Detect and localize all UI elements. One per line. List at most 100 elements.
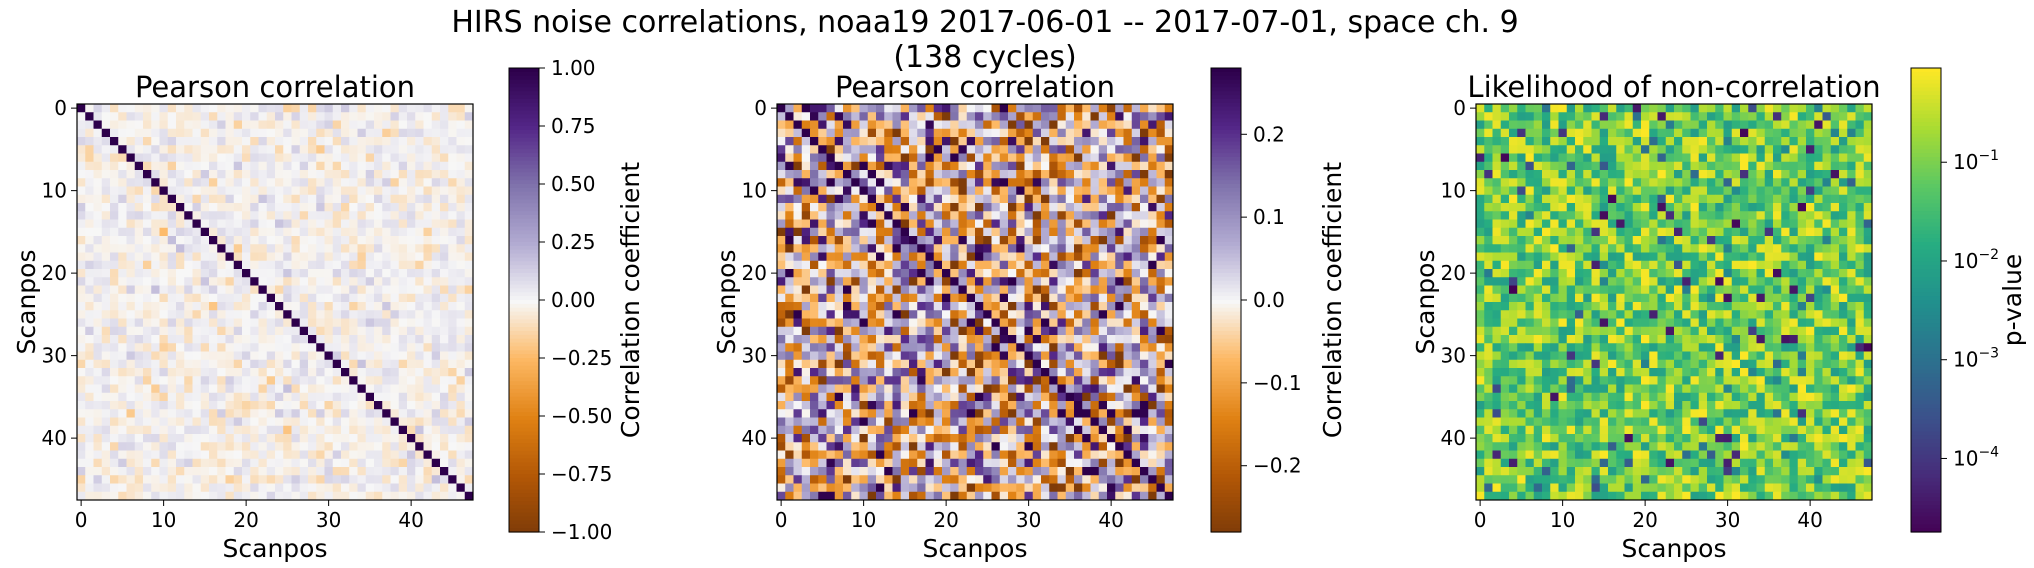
heatmap-cell [324,458,334,468]
heatmap-cell [101,227,111,237]
colorbar-segment [1211,470,1241,475]
heatmap-cell [398,285,408,295]
heatmap-cell [966,450,976,460]
heatmap-cell [184,310,193,319]
heatmap-cell [834,128,844,138]
heatmap-cell [299,343,309,352]
heatmap-cell [1016,236,1025,245]
heatmap-cell [390,260,400,270]
heatmap-cell [200,467,210,476]
colorbar-segment [1211,388,1241,394]
heatmap-cell [85,252,94,262]
heatmap-cell [1008,392,1017,402]
heatmap-cell [1016,269,1025,278]
heatmap-cell [192,145,202,154]
heatmap-cell [250,302,259,311]
heatmap-cell [999,425,1009,435]
heatmap-cell [200,401,210,410]
heatmap-cell [975,145,984,154]
heatmap-cell [1156,285,1166,295]
heatmap-cell [110,392,119,402]
heatmap-cell [950,376,959,385]
heatmap-cell [999,252,1009,262]
heatmap-cell [1107,302,1116,311]
heatmap-cell [242,186,251,196]
heatmap-cell [134,475,144,484]
heatmap-cell [176,475,185,484]
heatmap-cell [143,145,152,154]
heatmap-cell [324,260,334,270]
heatmap-cell [777,343,786,352]
heatmap-cell [909,491,918,501]
heatmap-cell [258,417,268,427]
heatmap-cell [942,145,951,154]
heatmap-cell [448,467,457,476]
heatmap-cell [1090,104,1100,113]
heatmap-cell [917,450,926,460]
heatmap-cell [1090,335,1100,344]
heatmap-cell [785,458,794,468]
heatmap-cell [431,392,441,402]
heatmap-cell [250,376,259,385]
heatmap-cell [134,450,144,460]
heatmap-cell [299,293,309,303]
heatmap-cell [316,483,325,493]
heatmap-cell [431,161,441,171]
heatmap-cell [448,335,457,344]
colorbar-segment [1211,392,1241,398]
heatmap-cell [407,491,416,501]
heatmap-cell [1057,203,1067,212]
heatmap-cell [1008,120,1017,130]
heatmap-cell [159,186,169,196]
heatmap-cell [867,318,877,328]
heatmap-cell [859,467,869,476]
heatmap-cell [1041,318,1050,328]
heatmap-cell [341,442,350,451]
heatmap-cell [892,186,902,196]
heatmap-cell [341,491,350,501]
heatmap-cell [958,343,968,352]
heatmap-cell [1123,326,1133,336]
heatmap-cell [167,178,177,187]
heatmap-cell [382,186,391,196]
heatmap-cell [423,483,433,493]
heatmap-cell [275,227,284,237]
heatmap-cell [1032,392,1042,402]
heatmap-cell [464,310,474,319]
heatmap-cell [1049,161,1058,171]
heatmap-cell [233,351,243,361]
heatmap-cell [134,392,144,402]
heatmap-cell [1140,236,1149,245]
heatmap-cell [810,104,819,113]
heatmap-cell [1008,153,1017,163]
heatmap-cell [431,409,441,418]
heatmap-cell [801,269,811,278]
colorbar-segment [509,195,539,201]
heatmap-cell [884,186,893,196]
heatmap-cell [975,376,984,385]
heatmap-cell [785,112,794,121]
heatmap-cell [374,203,383,212]
heatmap-cell [266,458,276,468]
heatmap-cell [275,128,284,138]
heatmap-cell [365,351,375,361]
heatmap-cell [1041,401,1050,410]
heatmap-cell [900,310,910,319]
heatmap-cell [101,326,111,336]
heatmap-cell [126,186,136,196]
heatmap-cell [456,392,466,402]
heatmap-cell [1090,409,1100,418]
heatmap-cell [892,227,902,237]
heatmap-cell [1115,409,1124,418]
colorbar-segment [509,404,539,409]
heatmap-cell [1032,211,1042,220]
heatmap-cell [966,211,976,220]
heatmap-cell [1008,343,1017,352]
heatmap-cell [93,475,103,484]
heatmap-cell [448,285,457,295]
heatmap-cell [242,161,251,171]
heatmap-cell [1074,442,1083,451]
heatmap-cell [423,112,433,121]
heatmap-cell [1041,326,1050,336]
heatmap-cell [225,376,235,385]
